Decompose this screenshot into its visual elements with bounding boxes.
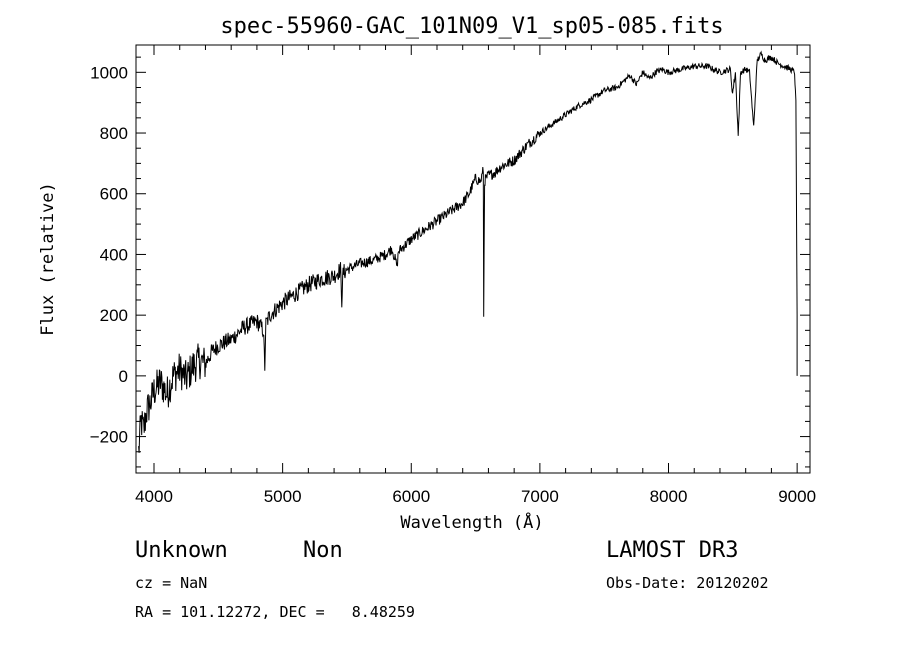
x-tick-label: 4000	[135, 487, 173, 506]
y-tick-label: 0	[119, 367, 128, 386]
y-tick-label: 800	[100, 124, 128, 143]
y-tick-label: 600	[100, 185, 128, 204]
x-tick-label: 8000	[650, 487, 688, 506]
y-tick-label: 1000	[90, 63, 128, 82]
redshift-line: cz = NaN	[135, 574, 208, 592]
object-class: Unknown	[135, 538, 228, 563]
axis-tick-labels: 4000 5000 6000 7000 8000 9000 −200 0 200 400 600 80…	[90, 63, 816, 506]
obs-date-line: Obs-Date: 20120202	[606, 574, 769, 592]
flux-spectrum-line	[138, 50, 798, 453]
y-tick-label: 400	[100, 245, 128, 264]
object-subclass: Non	[303, 538, 343, 563]
x-tick-label: 7000	[521, 487, 559, 506]
y-axis-label: Flux (relative)	[38, 182, 58, 336]
x-tick-label: 6000	[392, 487, 430, 506]
spectrum-chart: spec-55960-GAC_101N09_V1_sp05-085.fits 4…	[38, 14, 816, 533]
y-tick-label: 200	[100, 306, 128, 325]
survey-label: LAMOST DR3	[606, 538, 739, 563]
x-tick-label: 5000	[264, 487, 302, 506]
plot-frame	[135, 44, 811, 474]
coordinates-line: RA = 101.12272, DEC = 8.48259	[135, 603, 415, 621]
x-axis-label: Wavelength (Å)	[400, 511, 543, 533]
x-tick-label: 9000	[778, 487, 816, 506]
y-tick-label: −200	[90, 428, 128, 447]
chart-title: spec-55960-GAC_101N09_V1_sp05-085.fits	[220, 14, 723, 39]
axis-ticks	[136, 45, 810, 473]
